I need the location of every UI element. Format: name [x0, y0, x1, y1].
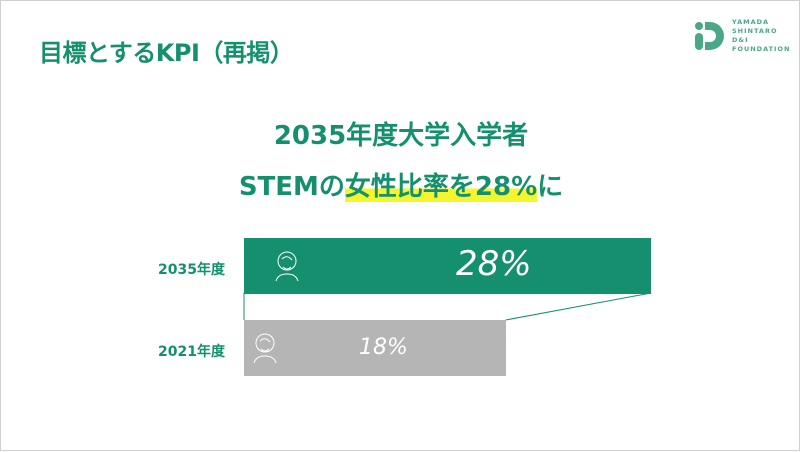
logo-text: YAMADA SHINTARO D&I FOUNDATION	[732, 18, 790, 54]
logo-line: YAMADA	[732, 18, 770, 26]
heading-line-2: STEMの女性比率を28%に	[1, 166, 800, 203]
category-label-2035: 2035年度	[158, 262, 225, 278]
foundation-logo: YAMADA SHINTARO D&I FOUNDATION	[694, 18, 790, 54]
heading-text: に	[537, 172, 564, 202]
bar-2035: 28%	[244, 238, 651, 294]
connector-line	[505, 292, 652, 321]
category-label-2021: 2021年度	[158, 344, 225, 360]
woman-person-icon	[274, 250, 300, 282]
woman-person-icon	[252, 332, 278, 364]
logo-line: D&I	[732, 36, 749, 44]
value-label-2035: 28%	[456, 244, 532, 284]
logo-line: FOUNDATION	[732, 45, 791, 53]
highlighted-text: 女性比率を28%	[344, 172, 538, 202]
heading-line-1: 2035年度大学入学者	[273, 121, 529, 151]
heading-text: STEMの	[238, 172, 345, 202]
logo-id-mark-icon	[694, 21, 724, 51]
slide-title: 目標とするKPI（再掲）	[39, 39, 294, 67]
bar-2021: 18%	[244, 320, 506, 376]
value-label-2021: 18%	[359, 335, 408, 360]
logo-line: SHINTARO	[732, 27, 778, 35]
